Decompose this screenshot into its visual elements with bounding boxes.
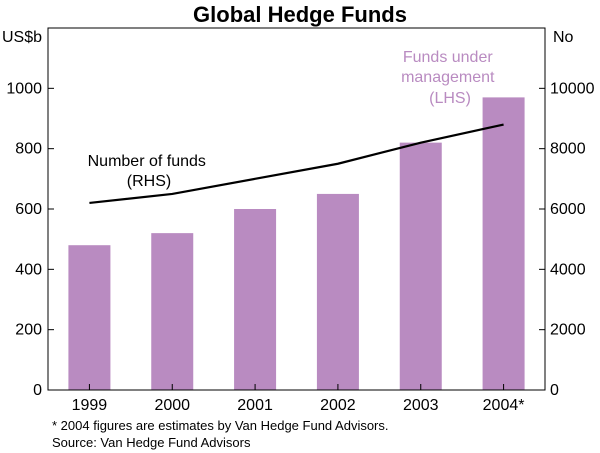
footnote-source: Source: Van Hedge Fund Advisors	[52, 435, 251, 450]
left-tick-label: 600	[15, 201, 42, 218]
right-tick-label: 10000	[550, 80, 595, 97]
bar-annotation-line-1: Funds under	[403, 49, 494, 66]
left-tick-label: 800	[15, 141, 42, 158]
bar-annotation-line-3: (LHS)	[429, 90, 471, 107]
right-tick-label: 8000	[550, 141, 586, 158]
right-tick-label: 4000	[550, 261, 586, 278]
bar-annotation-line-2: management	[401, 69, 495, 86]
left-tick-label: 400	[15, 261, 42, 278]
bar-2004	[482, 97, 525, 390]
x-tick-label: 1999	[72, 397, 108, 414]
x-tick-label: 2000	[154, 397, 190, 414]
right-tick-label: 0	[550, 382, 559, 399]
left-tick-label: 200	[15, 322, 42, 339]
left-tick-label: 1000	[6, 80, 42, 97]
x-tick-label: 2002	[320, 397, 356, 414]
bar-1999	[68, 245, 111, 390]
chart-title: Global Hedge Funds	[193, 2, 407, 27]
bar-2001	[234, 209, 277, 390]
line-series-annotation: Number of funds (RHS)	[88, 153, 211, 190]
line-annotation-line-2: (RHS)	[127, 173, 171, 190]
bar-2002	[316, 193, 359, 390]
left-axis-unit: US$b	[2, 29, 42, 46]
right-tick-label: 6000	[550, 201, 586, 218]
bar-2000	[151, 233, 194, 390]
number-of-funds-line	[89, 123, 504, 205]
right-tick-label: 2000	[550, 322, 586, 339]
x-tick-label: 2001	[237, 397, 273, 414]
footnote-estimate: * 2004 figures are estimates by Van Hedg…	[52, 418, 389, 433]
plot-frame	[47, 27, 546, 391]
left-tick-label: 0	[33, 382, 42, 399]
right-axis-unit: No	[553, 29, 574, 46]
bar-2003	[399, 142, 442, 390]
bar-series-annotation: Funds under management (LHS)	[401, 49, 499, 107]
x-tick-label: 2004*	[483, 397, 525, 414]
x-tick-label: 2003	[403, 397, 439, 414]
line-annotation-line-1: Number of funds	[88, 153, 206, 170]
